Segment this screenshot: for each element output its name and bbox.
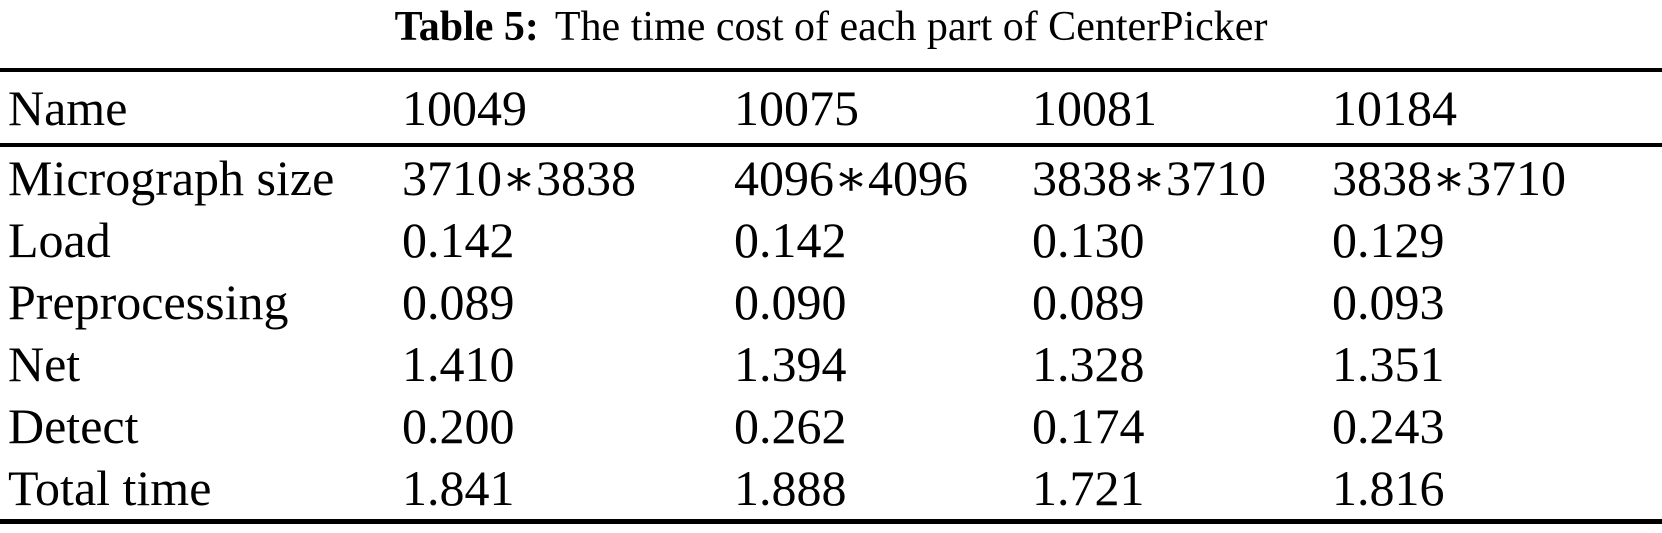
- caption-label: Table 5:: [394, 4, 539, 50]
- header-row: Name 10049 10075 10081 10184: [0, 70, 1662, 147]
- table-cell: 0.262: [734, 398, 847, 454]
- table-cell: 1.351: [1332, 336, 1445, 392]
- row-label: Load: [8, 212, 111, 268]
- table-row-detect: Detect 0.200 0.262 0.174 0.243: [0, 395, 1662, 457]
- table-cell: 3710∗3838: [402, 150, 636, 206]
- table-cell: 0.142: [402, 212, 515, 268]
- row-label: Total time: [8, 460, 212, 516]
- row-label: Preprocessing: [8, 274, 289, 330]
- caption-text: The time cost of each part of CenterPick…: [554, 4, 1268, 50]
- column-header-10081: 10081: [1032, 70, 1332, 147]
- table-cell: 0.129: [1332, 212, 1445, 268]
- table-cell: 1.721: [1032, 460, 1145, 516]
- table-cell: 1.888: [734, 460, 847, 516]
- table-row-preprocessing: Preprocessing 0.089 0.090 0.089 0.093: [0, 271, 1662, 333]
- table-cell: 0.243: [1332, 398, 1445, 454]
- table-cell: 0.130: [1032, 212, 1145, 268]
- column-header-10075: 10075: [734, 70, 1032, 147]
- table-cell: 1.816: [1332, 460, 1445, 516]
- table-cell: 3838∗3710: [1032, 150, 1266, 206]
- row-label: Micrograph size: [8, 150, 335, 206]
- table-row-net: Net 1.410 1.394 1.328 1.351: [0, 333, 1662, 395]
- table-row-total-time: Total time 1.841 1.888 1.721 1.816: [0, 457, 1662, 522]
- table-cell: 1.394: [734, 336, 847, 392]
- column-header-10184: 10184: [1332, 70, 1662, 147]
- table-caption: Table 5: The time cost of each part of Ce…: [0, 0, 1662, 53]
- table-row-micrograph-size: Micrograph size 3710∗3838 4096∗4096 3838…: [0, 145, 1662, 209]
- table-cell: 0.142: [734, 212, 847, 268]
- table-cell: 0.089: [402, 274, 515, 330]
- column-header-name: Name: [0, 70, 402, 147]
- table-cell: 1.328: [1032, 336, 1145, 392]
- table-cell: 0.090: [734, 274, 847, 330]
- table-cell: 0.089: [1032, 274, 1145, 330]
- data-table: Name 10049 10075 10081 10184 Micrograph …: [0, 68, 1662, 524]
- table-cell: 4096∗4096: [734, 150, 968, 206]
- table-row-load: Load 0.142 0.142 0.130 0.129: [0, 209, 1662, 271]
- row-label: Net: [8, 336, 81, 392]
- table-cell: 1.841: [402, 460, 515, 516]
- row-label: Detect: [8, 398, 139, 454]
- table-cell: 0.174: [1032, 398, 1145, 454]
- table-cell: 0.200: [402, 398, 515, 454]
- table-cell: 0.093: [1332, 274, 1445, 330]
- table-cell: 1.410: [402, 336, 515, 392]
- table-cell: 3838∗3710: [1332, 150, 1566, 206]
- column-header-10049: 10049: [402, 70, 734, 147]
